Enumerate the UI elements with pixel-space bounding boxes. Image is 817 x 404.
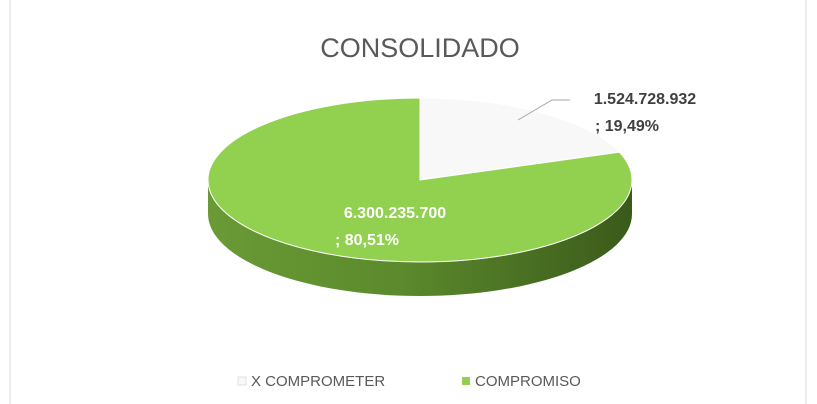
legend-label: COMPROMISO	[475, 373, 581, 390]
legend-marker	[237, 376, 247, 386]
legend-label: X COMPROMETER	[251, 373, 385, 390]
legend-marker	[462, 377, 470, 385]
pie-slice	[419, 97, 621, 181]
data-label-percent: ; 80,51%	[335, 232, 399, 249]
data-label: 6.300.235.700	[344, 205, 446, 222]
pie-side	[208, 180, 632, 296]
pie-slice	[207, 97, 633, 263]
data-label-percent: ; 19,49%	[595, 118, 659, 135]
chart-title: CONSOLIDADO	[320, 33, 520, 63]
data-label: 1.524.728.932	[594, 91, 696, 108]
leader-line	[517, 99, 570, 121]
